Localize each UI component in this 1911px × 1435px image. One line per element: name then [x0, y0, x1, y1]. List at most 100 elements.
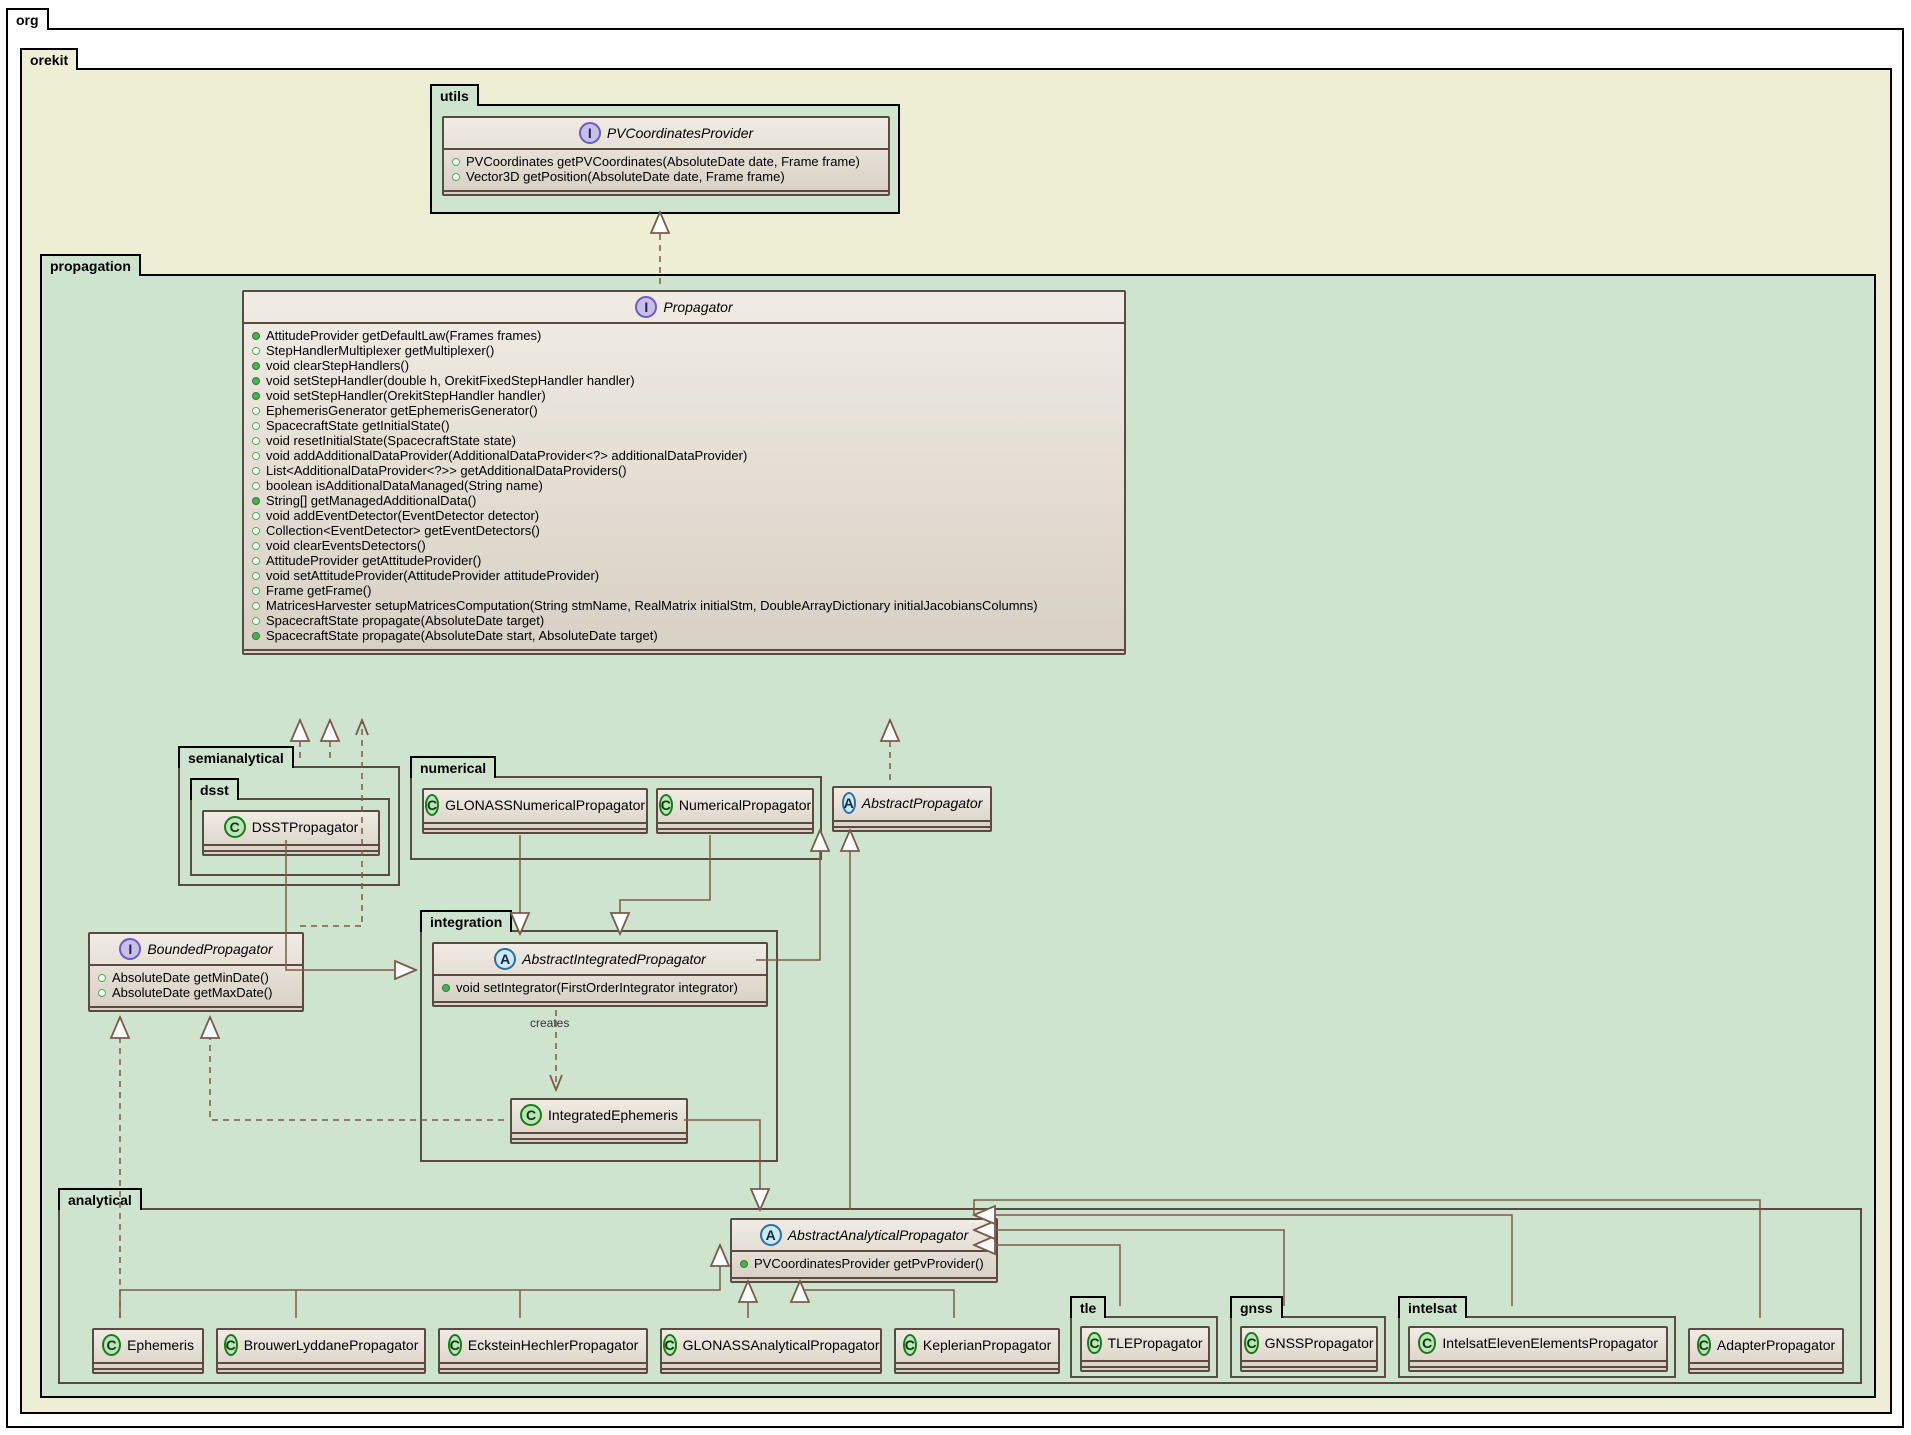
class-abstractpropagator: A AbstractPropagator — [832, 786, 992, 832]
class-glonassanalyticalpropagator: CGLONASSAnalyticalPropagator — [660, 1328, 882, 1374]
abstract-icon: A — [760, 1224, 782, 1246]
pkg-analytical: analytical AAbstractAnalyticalPropagator… — [58, 1208, 1862, 1384]
method: StepHandlerMultiplexer getMultiplexer() — [266, 343, 494, 358]
class-icon: C — [102, 1334, 121, 1356]
class-integratedephemeris: C IntegratedEphemeris — [510, 1098, 688, 1144]
class-icon: C — [224, 1334, 238, 1356]
class-title: KeplerianPropagator — [923, 1337, 1051, 1353]
method: Vector3D getPosition(AbsoluteDate date, … — [466, 169, 785, 184]
method: MatricesHarvester setupMatricesComputati… — [266, 598, 1038, 613]
pkg-dsst: dsst CDSSTPropagator — [190, 798, 390, 876]
method: void clearStepHandlers() — [266, 358, 409, 373]
class-intelsatelevenelementspropagator: CIntelsatElevenElementsPropagator — [1408, 1326, 1668, 1372]
pkg-integration-tab: integration — [420, 910, 512, 932]
pkg-numerical: numerical CGLONASSNumericalPropagator CN… — [410, 776, 822, 860]
class-title: BrouwerLyddanePropagator — [244, 1337, 419, 1353]
method: List<AdditionalDataProvider<?>> getAddit… — [266, 463, 627, 478]
class-adapterpropagator: CAdapterPropagator — [1688, 1328, 1844, 1374]
pkg-org: org orekit utils IPVCoordinatesProvider … — [6, 28, 1904, 1428]
method: AbsoluteDate getMaxDate() — [112, 985, 272, 1000]
method: SpacecraftState propagate(AbsoluteDate t… — [266, 613, 544, 628]
abstract-icon: A — [842, 792, 856, 814]
class-icon: C — [663, 1334, 677, 1356]
method-icon — [252, 362, 260, 370]
method-icon — [252, 452, 260, 460]
class-icon: C — [520, 1104, 542, 1126]
class-title: Propagator — [663, 299, 732, 315]
method: SpacecraftState getInitialState() — [266, 418, 450, 433]
class-title: IntegratedEphemeris — [548, 1107, 678, 1123]
pkg-semianalytical-tab: semianalytical — [178, 746, 294, 768]
method-icon — [252, 527, 260, 535]
method: void setStepHandler(OrekitStepHandler ha… — [266, 388, 546, 403]
method-icon — [740, 1260, 748, 1268]
pkg-tle: tle CTLEPropagator — [1070, 1316, 1218, 1378]
method: boolean isAdditionalDataManaged(String n… — [266, 478, 543, 493]
class-icon: C — [224, 816, 246, 838]
method: Frame getFrame() — [266, 583, 371, 598]
class-icon: C — [903, 1334, 917, 1356]
edge-label-creates: creates — [530, 1016, 569, 1030]
method: Collection<EventDetector> getEventDetect… — [266, 523, 540, 538]
pkg-utils-tab: utils — [430, 84, 479, 106]
method: void addAdditionalDataProvider(Additiona… — [266, 448, 747, 463]
class-title: AbstractPropagator — [862, 795, 983, 811]
method-icon — [452, 158, 460, 166]
method-icon — [252, 332, 260, 340]
class-numericalpropagator: CNumericalPropagator — [656, 788, 814, 834]
class-title: EcksteinHechlerPropagator — [468, 1337, 638, 1353]
method-icon — [252, 482, 260, 490]
class-keplerianpropagator: C KeplerianPropagator — [894, 1328, 1060, 1374]
class-gnsspropagator: CGNSSPropagator — [1240, 1326, 1378, 1372]
pkg-intelsat-tab: intelsat — [1398, 1296, 1467, 1318]
pkg-propagation-tab: propagation — [40, 254, 141, 276]
class-title: DSSTPropagator — [252, 819, 359, 835]
class-propagator: IPropagator AttitudeProvider getDefaultL… — [242, 290, 1126, 655]
class-tlepropagator: CTLEPropagator — [1080, 1326, 1210, 1372]
method-icon — [442, 984, 450, 992]
method: void setIntegrator(FirstOrderIntegrator … — [456, 980, 738, 995]
class-icon: C — [448, 1334, 462, 1356]
class-dsstpropagator: C DSSTPropagator — [202, 810, 380, 856]
method: void clearEventsDetectors() — [266, 538, 426, 553]
class-brouwerlyddanepropagator: C BrouwerLyddanePropagator — [216, 1328, 426, 1374]
class-ecksteinhechlerpropagator: C EcksteinHechlerPropagator — [438, 1328, 648, 1374]
class-title: IntelsatElevenElementsPropagator — [1442, 1335, 1658, 1351]
method: void setAttitudeProvider(AttitudeProvide… — [266, 568, 599, 583]
pkg-gnss-tab: gnss — [1230, 1296, 1283, 1318]
interface-icon: I — [579, 122, 601, 144]
method-icon — [252, 512, 260, 520]
pkg-semianalytical: semianalytical dsst CDSSTPropagator — [178, 766, 400, 886]
method-icon — [252, 542, 260, 550]
interface-icon: I — [119, 938, 141, 960]
pkg-integration: integration AAbstractIntegratedPropagato… — [420, 930, 778, 1162]
method-icon — [252, 467, 260, 475]
method: AttitudeProvider getDefaultLaw(Frames fr… — [266, 328, 541, 343]
class-ephemeris: CEphemeris — [92, 1328, 204, 1374]
pkg-tle-tab: tle — [1070, 1296, 1106, 1318]
class-title: PVCoordinatesProvider — [607, 125, 753, 141]
method-icon — [252, 557, 260, 565]
class-boundedpropagator: I BoundedPropagator AbsoluteDate getMinDa… — [88, 932, 304, 1012]
pkg-gnss: gnss CGNSSPropagator — [1230, 1316, 1386, 1378]
method-icon — [252, 632, 260, 640]
class-icon: C — [1244, 1332, 1258, 1354]
method: AbsoluteDate getMinDate() — [112, 970, 269, 985]
abstract-icon: A — [494, 948, 516, 970]
method: void addEventDetector(EventDetector dete… — [266, 508, 539, 523]
class-icon: C — [425, 794, 439, 816]
pkg-numerical-tab: numerical — [410, 756, 496, 778]
class-glonassnumericalpropagator: CGLONASSNumericalPropagator — [422, 788, 648, 834]
method-icon — [98, 989, 106, 997]
method-icon — [252, 347, 260, 355]
method-icon — [252, 572, 260, 580]
class-pvcoordinatesprovider: IPVCoordinatesProvider PVCoordinates get… — [442, 116, 890, 196]
class-icon: C — [1697, 1334, 1711, 1356]
method: PVCoordinatesProvider getPvProvider() — [754, 1256, 984, 1271]
method-icon — [252, 497, 260, 505]
class-icon: C — [1087, 1332, 1101, 1354]
method-icon — [252, 617, 260, 625]
class-abstractanalyticalpropagator: AAbstractAnalyticalPropagator PVCoordina… — [730, 1218, 998, 1283]
class-title: AbstractIntegratedPropagator — [522, 951, 706, 967]
class-title: BoundedPropagator — [147, 941, 272, 957]
